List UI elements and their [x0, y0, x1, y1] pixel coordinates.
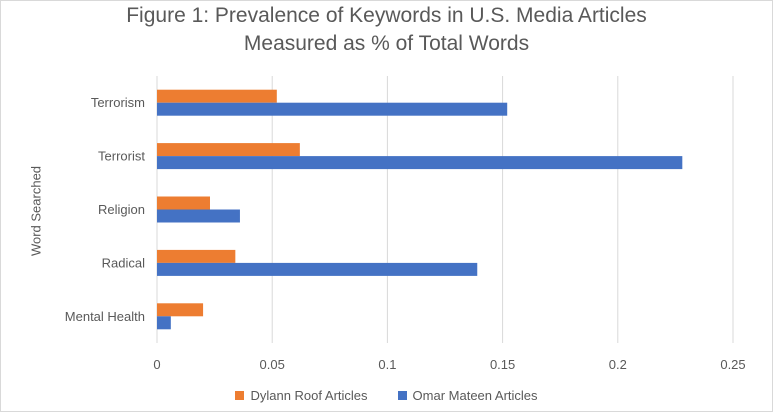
bar-2-0	[157, 102, 508, 116]
bar-2-4	[157, 316, 171, 330]
x-tick-label-1: 0.05	[260, 357, 285, 372]
category-label-0: Terrorism	[91, 95, 145, 110]
bar-1-0	[157, 89, 277, 103]
bar-1-1	[157, 143, 300, 157]
chart-title-line-1: Figure 1: Prevalence of Keywords in U.S.…	[126, 4, 647, 27]
bar-2-1	[157, 156, 683, 170]
bar-1-4	[157, 303, 204, 317]
x-tick-label-2: 0.1	[378, 357, 396, 372]
category-label-4: Mental Health	[65, 309, 145, 324]
x-tick-label-3: 0.15	[490, 357, 515, 372]
legend-item-series-2: Omar Mateen Articles	[397, 388, 538, 403]
legend-label-series-2: Omar Mateen Articles	[412, 388, 538, 403]
x-tick-label-0: 0	[153, 357, 160, 372]
chart-legend: Dylann Roof Articles Omar Mateen Article…	[0, 388, 773, 403]
chart-title: Figure 1: Prevalence of Keywords in U.S.…	[0, 2, 773, 58]
category-label-3: Radical	[102, 255, 145, 270]
legend-swatch-series-1	[235, 391, 245, 400]
x-tick-label-5: 0.25	[720, 357, 745, 372]
x-tick-label-4: 0.2	[609, 357, 627, 372]
chart-title-line-2: Measured as % of Total Words	[243, 32, 530, 55]
bar-2-2	[157, 209, 240, 223]
category-label-1: Terrorist	[98, 149, 145, 164]
legend-label-series-1: Dylann Roof Articles	[250, 388, 368, 403]
legend-swatch-series-2	[397, 391, 407, 400]
bar-1-2	[157, 196, 210, 210]
category-label-2: Religion	[98, 202, 145, 217]
bar-2-3	[157, 262, 478, 276]
legend-item-series-1: Dylann Roof Articles	[235, 388, 368, 403]
bar-1-3	[157, 249, 236, 263]
